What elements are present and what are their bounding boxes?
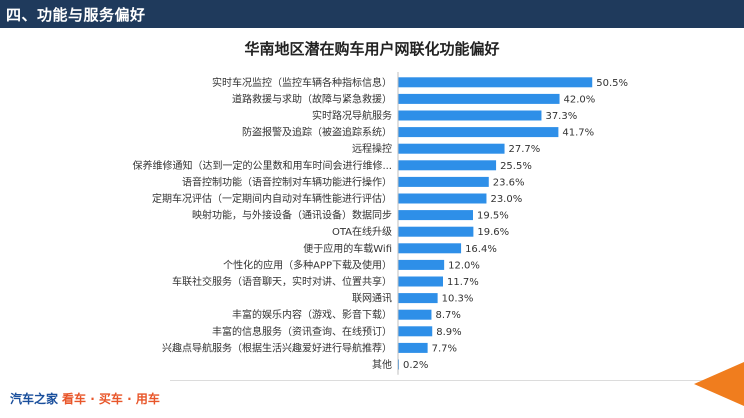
category-label: 丰富的信息服务（资讯查询、在线预订） <box>212 325 392 338</box>
category-label: 映射功能，与外接设备（通讯设备）数据同步 <box>192 209 392 222</box>
category-label: 远程操控 <box>352 142 392 155</box>
bar <box>398 93 560 104</box>
brand-slogan: 看车 · 买车 · 用车 <box>62 392 160 406</box>
value-label: 11.7% <box>447 277 479 288</box>
value-label: 41.7% <box>562 128 594 139</box>
bar <box>398 342 428 353</box>
value-label: 23.0% <box>490 194 522 205</box>
category-label: 丰富的娱乐内容（游戏、影音下载） <box>232 308 392 321</box>
value-label: 37.3% <box>545 111 577 122</box>
value-label: 23.6% <box>493 177 525 188</box>
footer-divider <box>170 380 710 381</box>
bar <box>398 176 489 187</box>
section-title: 四、功能与服务偏好 <box>6 6 146 24</box>
bar <box>398 326 433 337</box>
value-label: 8.7% <box>435 310 460 321</box>
category-label: 车联社交服务（语音聊天，实时对讲、位置共享） <box>172 275 392 288</box>
footer-logo: 汽车之家 看车 · 买车 · 用车 <box>10 390 160 407</box>
bar <box>398 259 445 270</box>
bar <box>398 127 559 138</box>
value-label: 50.5% <box>596 78 628 89</box>
chart-title: 华南地区潜在购车用户网联化功能偏好 <box>244 40 500 58</box>
category-label: 实时车况监控（监控车辆各种指标信息） <box>212 76 392 89</box>
category-label: 定期车况评估（一定期间内自动对车辆性能进行评估） <box>152 192 392 205</box>
category-label: 联网通讯 <box>352 293 392 305</box>
bar <box>398 160 497 171</box>
category-label: 保养维修通知（达到一定的公里数和用车时间会进行维修... <box>132 159 392 172</box>
category-label: 个性化的应用（多种APP下载及使用） <box>223 258 392 271</box>
value-label: 12.0% <box>448 260 480 271</box>
brand-name: 汽车之家 <box>10 392 59 406</box>
category-label: 语音控制功能（语音控制对车辆功能进行操作） <box>182 175 392 188</box>
value-label: 19.6% <box>477 227 509 238</box>
bar <box>398 276 443 287</box>
bar <box>398 210 473 221</box>
bar <box>398 309 432 320</box>
value-label: 25.5% <box>500 161 532 172</box>
bar <box>398 243 462 254</box>
category-label: 防盗报警及追踪（被盗追踪系统） <box>242 126 392 139</box>
category-label: 道路救援与求助（故障与紧急救援） <box>232 92 392 105</box>
bar <box>398 293 438 304</box>
category-label: 兴趣点导航服务（根据生活兴趣爱好进行导航推荐） <box>162 341 392 354</box>
bar <box>398 143 505 154</box>
value-label: 42.0% <box>564 94 596 105</box>
category-label: 便于应用的车载Wifi <box>303 242 392 255</box>
value-label: 7.7% <box>432 343 457 354</box>
value-label: 27.7% <box>509 144 541 155</box>
value-label: 0.2% <box>403 360 428 371</box>
category-label: 其他 <box>372 358 392 371</box>
bar-chart: 实时车况监控（监控车辆各种指标信息） 50.5% 道路救援与求助（故障与紧急救援） 4… <box>132 72 628 375</box>
category-label: 实时路况导航服务 <box>312 109 392 122</box>
value-label: 16.4% <box>465 244 497 255</box>
value-label: 10.3% <box>442 294 474 305</box>
bar <box>398 110 542 121</box>
arrow-icon <box>694 362 744 406</box>
bar <box>398 193 487 204</box>
header-bar: 四、功能与服务偏好 <box>0 0 744 28</box>
bar <box>398 226 474 237</box>
value-label: 8.9% <box>436 327 461 338</box>
category-label: OTA在线升级 <box>332 225 392 238</box>
bar <box>398 77 593 88</box>
value-label: 19.5% <box>477 211 509 222</box>
